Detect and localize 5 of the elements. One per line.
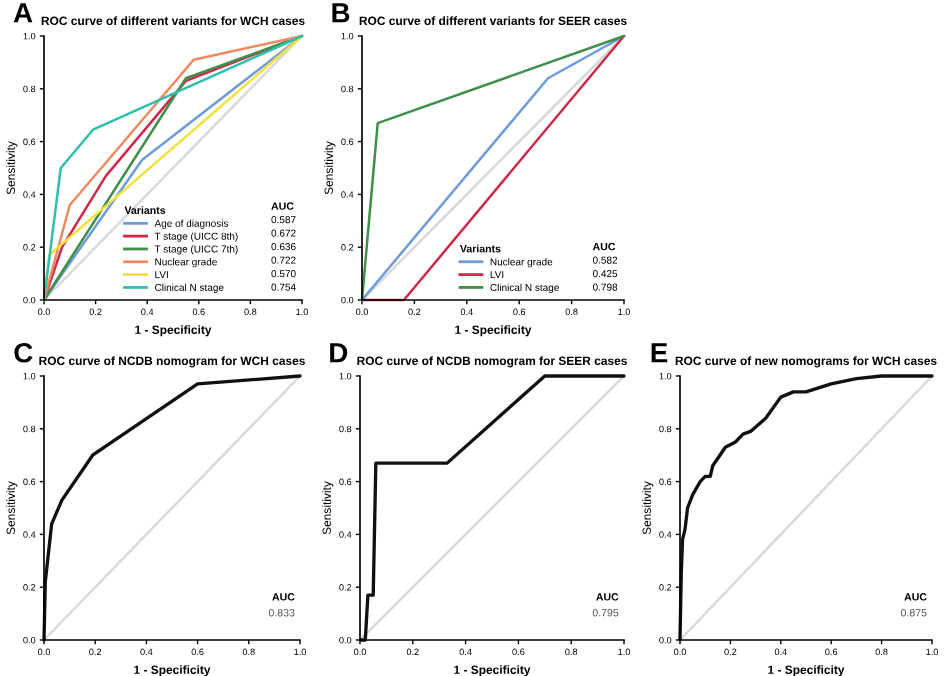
text: D <box>330 343 348 363</box>
text: C <box>14 342 33 363</box>
text: E <box>651 343 668 363</box>
text: B <box>332 3 350 23</box>
text: A <box>13 3 33 23</box>
